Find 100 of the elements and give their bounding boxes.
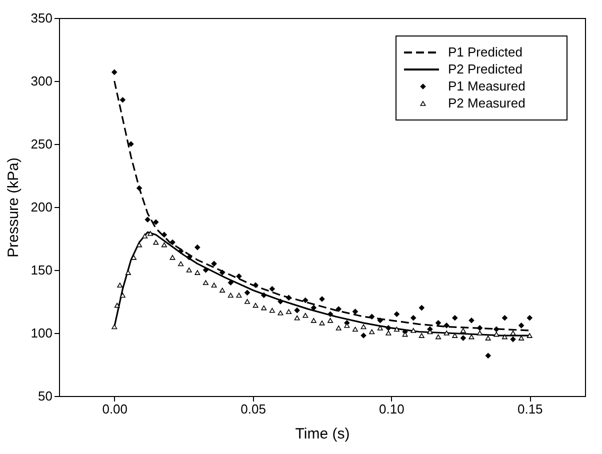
point [269, 308, 275, 313]
point [170, 240, 176, 246]
point [202, 267, 208, 273]
point [261, 292, 267, 298]
point [526, 333, 532, 338]
point [186, 268, 192, 272]
point [136, 242, 142, 248]
point [460, 335, 466, 341]
point [261, 305, 267, 310]
point [468, 318, 474, 324]
y-tick-label: 50 [38, 388, 52, 404]
point [153, 219, 159, 225]
point [142, 234, 148, 238]
point [202, 280, 208, 286]
point [278, 310, 284, 316]
point [194, 244, 200, 250]
point [360, 332, 366, 338]
point [211, 260, 217, 266]
point [120, 97, 126, 103]
point [136, 185, 142, 191]
point [369, 329, 375, 334]
point [128, 141, 134, 147]
point [494, 326, 500, 332]
point [244, 299, 250, 304]
point [444, 330, 450, 336]
point [502, 334, 508, 340]
point [117, 282, 123, 288]
point [436, 334, 442, 340]
point [394, 326, 400, 332]
point [444, 322, 450, 328]
point [369, 314, 375, 320]
point [302, 312, 308, 318]
point [336, 326, 342, 330]
point [131, 254, 136, 260]
point [394, 311, 400, 317]
y-axis-title: Pressure (kPa) [4, 157, 22, 258]
point [294, 308, 300, 314]
point [468, 334, 474, 340]
point [144, 216, 150, 222]
point [494, 332, 500, 337]
point [336, 306, 342, 312]
point [510, 330, 516, 336]
point [278, 298, 284, 304]
x-tick-label: 0.05 [240, 402, 266, 416]
point [352, 308, 358, 314]
point [220, 270, 226, 276]
point [236, 292, 242, 298]
point [328, 318, 334, 323]
point [452, 333, 458, 338]
point [244, 290, 250, 296]
point [410, 328, 416, 333]
point [386, 325, 392, 331]
point [120, 292, 126, 298]
point [286, 309, 292, 314]
y-tick-label: 100 [30, 326, 52, 340]
legend-label: P1 Measured [448, 78, 526, 94]
point [211, 282, 217, 288]
x-tick-label: 0.10 [379, 402, 404, 416]
point [178, 261, 184, 266]
point [452, 315, 458, 321]
point [518, 336, 524, 340]
point [485, 336, 491, 340]
point [148, 231, 154, 236]
point [377, 326, 383, 330]
point [114, 302, 120, 308]
x-axis-title: Time (s) [295, 426, 350, 442]
point [302, 297, 308, 303]
point [269, 286, 275, 292]
point [360, 324, 366, 330]
point [125, 270, 131, 275]
point [477, 325, 483, 331]
point [194, 270, 200, 275]
point [328, 311, 334, 317]
point [112, 69, 118, 75]
x-tick-label: 0.00 [102, 402, 128, 416]
point [161, 232, 167, 238]
point [236, 274, 242, 280]
point [510, 336, 516, 342]
point [178, 248, 184, 254]
point [252, 282, 258, 288]
legend-label: P2 Predicted [448, 62, 522, 76]
point [518, 322, 524, 328]
point [477, 330, 483, 336]
point [460, 328, 466, 333]
point [418, 305, 424, 311]
y-tick-label: 250 [30, 136, 52, 152]
y-tick-label: 150 [30, 262, 52, 278]
point [386, 330, 392, 336]
legend-label: P2 Measured [448, 96, 526, 110]
point [319, 320, 325, 326]
point [526, 315, 532, 321]
point [153, 240, 159, 245]
point [186, 254, 192, 260]
point [502, 315, 508, 321]
point [310, 318, 316, 323]
y-tick-label: 350 [30, 10, 52, 26]
point [252, 302, 258, 308]
point [319, 296, 325, 302]
point [410, 315, 416, 321]
point [170, 254, 176, 260]
